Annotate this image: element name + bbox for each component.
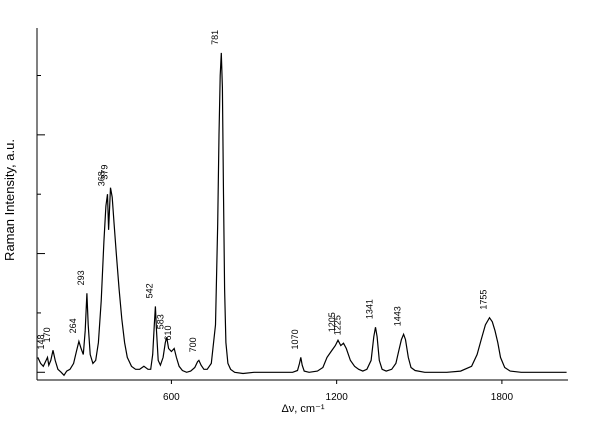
x-tick-label: 600	[163, 392, 180, 403]
peak-label: 1443	[393, 306, 403, 326]
peak-label: 781	[210, 30, 220, 45]
peak-label: 148	[36, 334, 46, 349]
peak-label: 293	[76, 270, 86, 285]
peak-label: 583	[156, 314, 166, 329]
peak-label: 1341	[364, 299, 374, 319]
x-axis-label: Δν, cm⁻¹	[281, 403, 324, 415]
peak-label: 1755	[479, 290, 489, 310]
peak-label: 170	[42, 327, 52, 342]
peak-label: 1225	[333, 315, 343, 335]
peak-label: 700	[188, 337, 198, 352]
peak-label: 368	[97, 171, 107, 186]
x-tick-label: 1800	[491, 392, 514, 403]
y-axis-label: Raman Intensity, a.u.	[2, 139, 17, 261]
peak-label: 1070	[290, 329, 300, 349]
peak-label: 1205	[327, 312, 337, 332]
peak-label: 610	[163, 326, 173, 341]
x-tick-label: 1200	[326, 392, 349, 403]
peak-label: 379	[100, 165, 110, 180]
spectrum-line	[37, 52, 567, 377]
peak-label: 264	[68, 318, 78, 333]
peak-label: 542	[144, 283, 154, 298]
